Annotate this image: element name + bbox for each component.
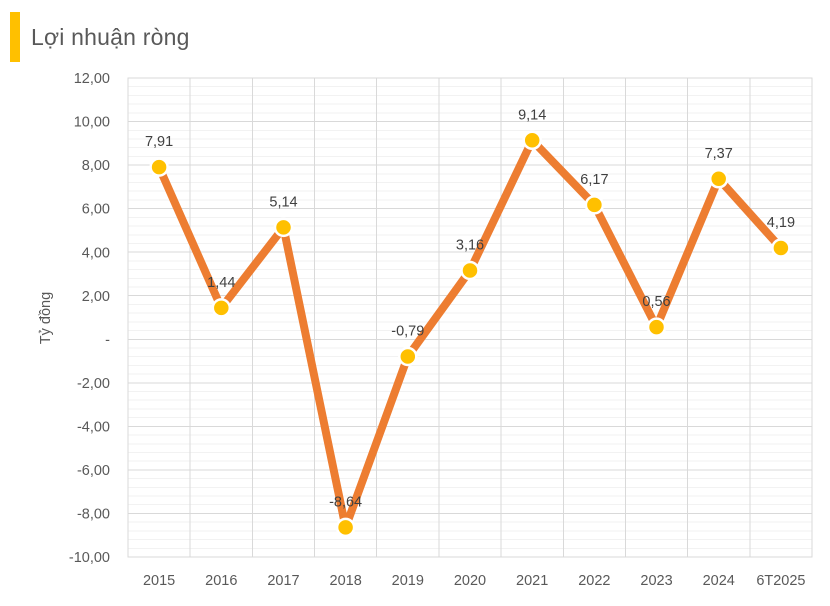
y-tick-label: 6,00 [82, 202, 110, 218]
data-point-2022 [584, 195, 605, 215]
y-tick-label: -8,00 [77, 507, 110, 523]
x-tick-label: 2020 [454, 573, 486, 589]
data-point-2020 [460, 260, 480, 281]
data-point-2016 [211, 298, 232, 318]
x-tick-label: 2018 [330, 573, 362, 589]
y-tick-label: 12,00 [74, 71, 110, 87]
data-point-2015 [149, 157, 169, 177]
data-label-2018: -8,64 [329, 494, 362, 510]
y-tick-label: -6,00 [77, 463, 110, 479]
data-point-2017 [273, 217, 294, 238]
y-tick-label: 8,00 [82, 158, 110, 174]
y-tick-label: -10,00 [69, 550, 110, 566]
data-label-2019: -0,79 [391, 324, 424, 340]
data-label-2020: 3,16 [456, 238, 484, 254]
y-tick-label: -2,00 [77, 376, 110, 392]
y-tick-label: 2,00 [82, 289, 110, 305]
x-tick-label: 2021 [516, 573, 548, 589]
data-label-2022: 6,17 [580, 172, 608, 188]
y-axis-title: Tỷ đồng [38, 291, 54, 345]
data-label-2024: 7,37 [705, 146, 733, 162]
data-point-2021 [522, 130, 542, 151]
title-accent-bar [10, 12, 20, 62]
data-label-2023: 0,56 [642, 294, 670, 310]
data-point-2023 [646, 317, 667, 337]
data-label-2015: 7,91 [145, 134, 173, 150]
x-tick-label: 2016 [205, 573, 237, 589]
data-point-2018 [335, 517, 356, 538]
data-label-2021: 9,14 [518, 107, 546, 123]
x-tick-label: 2024 [703, 573, 735, 589]
chart-title-block: Lợi nhuận ròng [10, 12, 190, 62]
data-point-2019 [398, 346, 418, 367]
data-point-2024 [708, 169, 729, 189]
y-tick-label: 4,00 [82, 245, 110, 261]
data-point-6T2025 [771, 238, 791, 258]
y-tick-label: 10,00 [74, 115, 110, 131]
data-label-6T2025: 4,19 [767, 215, 795, 231]
y-tick-label: -4,00 [77, 419, 110, 435]
x-tick-label: 2023 [640, 573, 672, 589]
plot-border [127, 77, 813, 558]
x-tick-label: 2015 [143, 573, 175, 589]
data-label-2017: 5,14 [269, 194, 297, 210]
x-tick-label: 2019 [392, 573, 424, 589]
data-label-2016: 1,44 [207, 275, 235, 291]
chart-title: Lợi nhuận ròng [31, 23, 190, 50]
x-tick-label: 2022 [578, 573, 610, 589]
x-tick-label: 6T2025 [756, 573, 805, 589]
x-tick-label: 2017 [267, 573, 299, 589]
y-tick-label: - [105, 332, 110, 348]
